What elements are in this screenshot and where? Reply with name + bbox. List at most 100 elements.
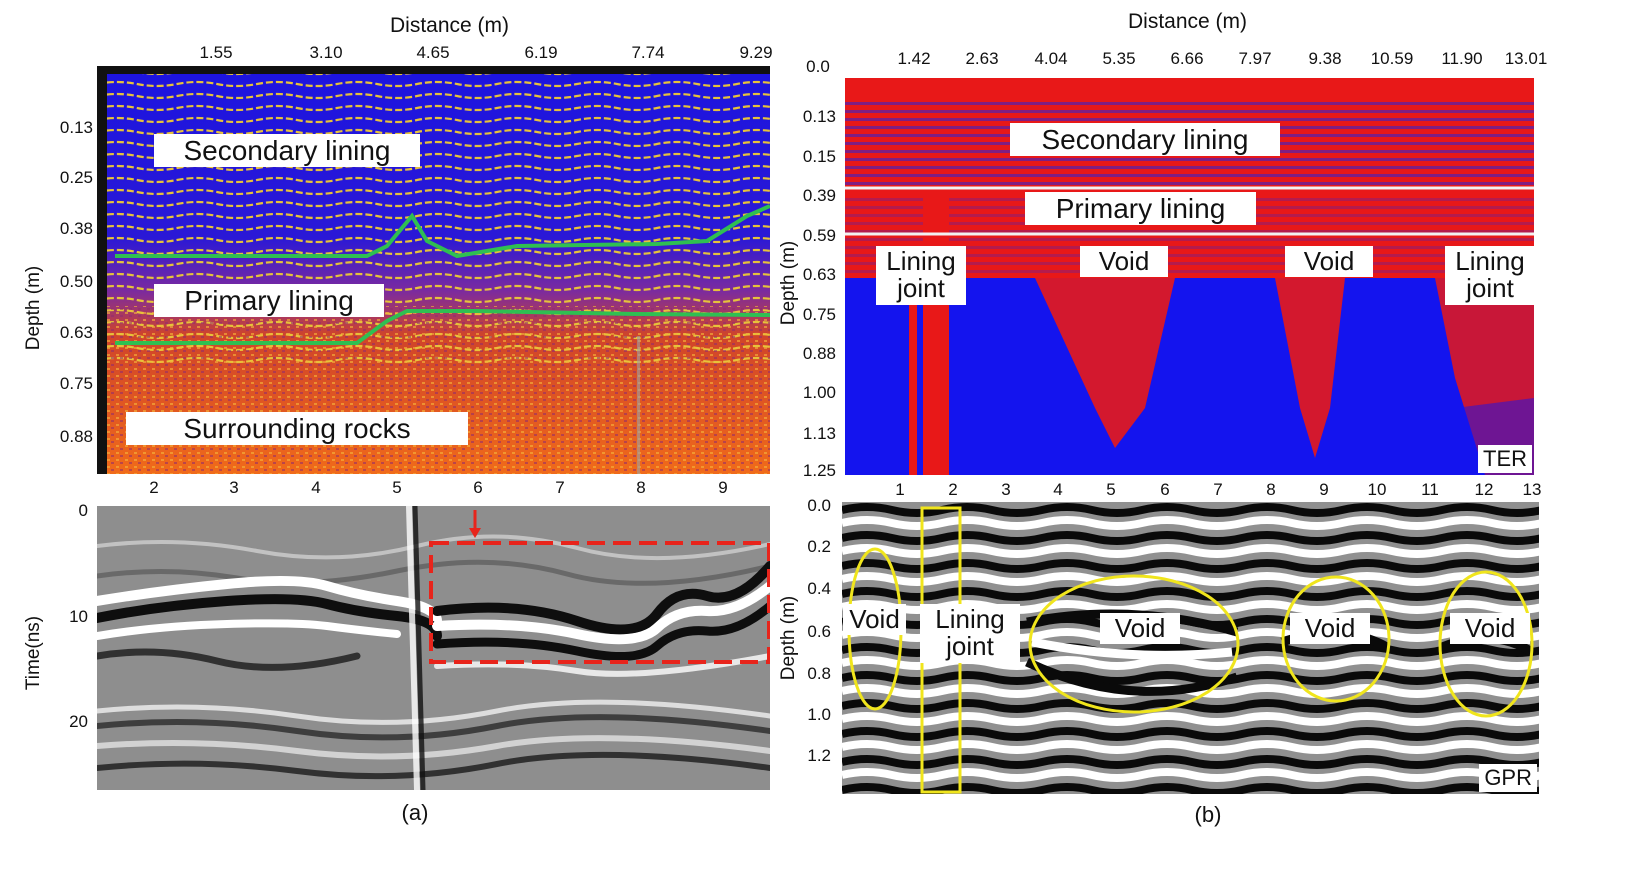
fig-b-top-xtick: 4.04 xyxy=(1034,49,1068,68)
fig-b-void-2-label: Void xyxy=(1285,246,1373,278)
fig-b-top-xtick: 11.90 xyxy=(1441,49,1483,68)
fig-a-top-xtick: 3.10 xyxy=(309,43,343,62)
fig-b-void-ellipse-c xyxy=(1281,575,1391,703)
fig-b-bottom-ytick: 0.8 xyxy=(807,664,831,683)
fig-b-bottom-xtick: 1 xyxy=(895,480,905,499)
fig-b-lining-joint-line1: Lining xyxy=(935,604,1005,634)
fig-b-void-b-label: Void xyxy=(1100,613,1180,645)
fig-a-bottom-ytick: 0 xyxy=(78,501,88,520)
fig-b-lining-joint-left-label: Lining joint xyxy=(876,246,966,305)
fig-a-top-xtick: 9.29 xyxy=(739,43,773,62)
fig-b-top-xtick: 9.38 xyxy=(1308,49,1342,68)
fig-b-top-xtick: 7.97 xyxy=(1238,49,1272,68)
fig-b-bottom-ytick: 1.2 xyxy=(807,746,831,765)
fig-b-bottom-xtick: 13 xyxy=(1522,480,1542,499)
fig-a-top-title: Distance (m) xyxy=(390,14,510,37)
fig-b-top-xtick: 0.0 xyxy=(806,57,830,76)
fig-b-top-ytick: 0.13 xyxy=(802,107,836,126)
fig-b-primary-lining-label: Primary lining xyxy=(1025,192,1256,226)
fig-a-top-xtick: 1.55 xyxy=(199,43,233,62)
fig-a-bottom-xtick: 5 xyxy=(392,478,402,497)
fig-b-top-ylabel: Depth (m) xyxy=(778,240,799,326)
fig-b-top-ytick: 0.39 xyxy=(802,186,836,205)
fig-a-top-ytick: 0.50 xyxy=(59,272,93,291)
fig-b-bottom-xtick: 10 xyxy=(1367,480,1387,499)
fig-a-bottom-ylabel: Time(ns) xyxy=(23,615,44,691)
fig-b-bottom-ylabel: Depth (m) xyxy=(778,595,799,681)
fig-b-lining-joint-line2: joint xyxy=(946,631,994,662)
fig-b-top-xtick: 10.59 xyxy=(1370,49,1414,68)
fig-b-void-ellipse-d xyxy=(1438,570,1534,718)
fig-b-void-ellipse-b xyxy=(1028,574,1240,714)
fig-a-top-ytick: 0.88 xyxy=(59,427,93,446)
fig-b-bottom-xtick: 2 xyxy=(948,480,958,499)
fig-b-void-d-label: Void xyxy=(1450,613,1530,645)
fig-a-bottom-xtick: 3 xyxy=(229,478,239,497)
fig-b-top-ter-section: Secondary lining Primary lining Lining j… xyxy=(845,78,1534,475)
fig-a-top-ytick: 0.38 xyxy=(59,219,93,238)
fig-b-lining-joint-right-label: Lining joint xyxy=(1445,246,1534,305)
fig-b-bottom-xtick: 5 xyxy=(1106,480,1116,499)
fig-b-lining-joint-left-line1: Lining xyxy=(886,246,956,276)
fig-b-bottom-ytick: 0.2 xyxy=(807,537,831,556)
fig-b-lining-joint-right-line1: Lining xyxy=(1455,246,1525,276)
fig-b-bottom-xtick: 8 xyxy=(1266,480,1276,499)
fig-b-top-ytick: 0.63 xyxy=(802,265,836,284)
fig-a-bottom-gpr-section xyxy=(97,506,770,790)
fig-a-top-radargram: Secondary lining Primary lining Surround… xyxy=(97,66,770,474)
fig-b-bottom-ytick: 1.0 xyxy=(807,705,831,724)
fig-a-bottom-xtick: 8 xyxy=(636,478,646,497)
fig-b-lining-joint-label: Lining joint xyxy=(920,604,1020,663)
fig-b-bottom-ytick: 0.4 xyxy=(807,579,831,598)
fig-a-top-ytick: 0.75 xyxy=(59,374,93,393)
fig-b-caption: (b) xyxy=(1194,802,1222,827)
fig-a-surrounding-rocks-label: Surrounding rocks xyxy=(126,412,468,446)
fig-a-bottom-highlight-box xyxy=(429,541,770,664)
fig-a-primary-lining-label: Primary lining xyxy=(154,284,384,318)
fig-b-top-ytick: 1.00 xyxy=(802,383,836,402)
fig-b-bottom-xtick: 3 xyxy=(1001,480,1011,499)
fig-a-bottom-xtick: 7 xyxy=(555,478,565,497)
fig-a-bottom-xtick: 2 xyxy=(149,478,159,497)
fig-a-secondary-lining-label: Secondary lining xyxy=(154,134,420,168)
fig-b-top-ytick: 1.25 xyxy=(802,461,836,480)
fig-a-caption: (a) xyxy=(401,800,429,825)
fig-b-bottom-ytick: 0.6 xyxy=(807,622,831,641)
fig-b-void-a-label: Void xyxy=(843,604,906,636)
fig-b-top-ytick: 0.15 xyxy=(802,147,836,166)
fig-b-bottom-gpr-section: Void Lining joint Void Void Void GPR xyxy=(842,502,1539,794)
fig-b-void-c-label: Void xyxy=(1290,613,1370,645)
fig-a-bottom-xtick: 4 xyxy=(311,478,321,497)
fig-a-top-green-line-2 xyxy=(115,309,770,345)
fig-b-top-ytick: 0.59 xyxy=(802,226,836,245)
fig-a-top-ytick: 0.25 xyxy=(59,168,93,187)
fig-b-bottom-ytick: 0.0 xyxy=(807,496,831,515)
fig-b-top-xtick: 2.63 xyxy=(965,49,999,68)
fig-b-top-xtick: 6.66 xyxy=(1170,49,1204,68)
fig-b-top-xtick: 13.01 xyxy=(1504,49,1548,68)
fig-b-secondary-lining-label: Secondary lining xyxy=(1010,123,1280,157)
fig-b-bottom-xtick: 4 xyxy=(1053,480,1063,499)
fig-b-lining-joint-right-line2: joint xyxy=(1466,273,1514,304)
fig-b-top-title: Distance (m) xyxy=(1128,10,1248,33)
fig-b-top-ytick: 1.13 xyxy=(802,424,836,443)
fig-b-bottom-xtick: 11 xyxy=(1421,480,1439,499)
fig-b-top-xtick: 5.35 xyxy=(1102,49,1136,68)
fig-b-void-1-label: Void xyxy=(1080,246,1168,278)
fig-a-bottom-xtick: 6 xyxy=(473,478,483,497)
fig-b-lining-joint-left-line2: joint xyxy=(897,273,945,304)
fig-b-bottom-xtick: 12 xyxy=(1474,480,1494,499)
fig-a-top-green-line-1 xyxy=(115,204,770,259)
fig-a-top-ylabel: Depth (m) xyxy=(23,265,44,351)
fig-b-ter-tag: TER xyxy=(1478,445,1532,473)
fig-a-top-xtick: 6.19 xyxy=(524,43,558,62)
fig-a-bottom-xtick: 9 xyxy=(718,478,728,497)
fig-a-top-ytick: 0.63 xyxy=(59,323,93,342)
fig-b-gpr-tag: GPR xyxy=(1479,764,1537,792)
fig-b-bottom-xtick: 7 xyxy=(1213,480,1223,499)
fig-b-bottom-xtick: 9 xyxy=(1319,480,1329,499)
fig-a-bottom-ytick: 20 xyxy=(69,712,88,731)
fig-b-bottom-xtick: 6 xyxy=(1160,480,1170,499)
fig-b-top-ytick: 0.88 xyxy=(802,344,836,363)
fig-a-top-xtick: 7.74 xyxy=(631,43,665,62)
